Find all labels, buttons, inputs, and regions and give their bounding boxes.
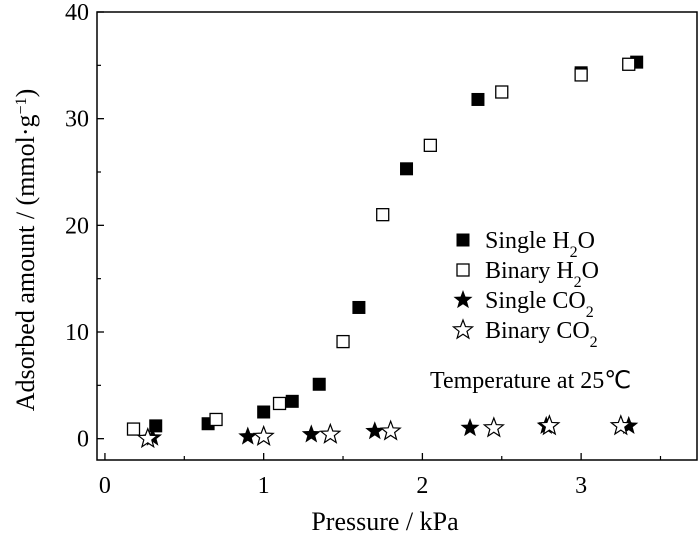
y-tick-label: 40 <box>65 0 89 26</box>
x-tick-label: 1 <box>258 473 270 499</box>
data-point <box>482 416 505 438</box>
data-point <box>609 414 632 436</box>
data-point <box>136 426 159 449</box>
legend-item: Binary CO2 <box>451 318 598 351</box>
x-tick-label: 2 <box>416 473 428 499</box>
data-point <box>238 426 258 445</box>
y-axis-title-close: ) <box>11 89 40 98</box>
data-point <box>149 419 163 433</box>
series-3 <box>136 414 632 449</box>
y-axis-title-sup: −1 <box>13 97 30 114</box>
series-1 <box>126 57 636 436</box>
legend-item: Single CO2 <box>453 288 594 321</box>
data-point <box>301 424 321 443</box>
data-point <box>126 422 141 436</box>
legend-item: Single H2O <box>456 228 595 261</box>
data-point <box>471 92 485 106</box>
data-point <box>460 418 480 437</box>
data-point <box>379 419 402 441</box>
x-axis-title: Pressure / kPa <box>311 507 459 536</box>
data-point <box>622 57 636 71</box>
data-point <box>365 421 385 440</box>
y-tick-label: 0 <box>77 427 89 453</box>
x-tick-label: 3 <box>575 473 587 499</box>
data-point <box>285 394 299 408</box>
data-point <box>257 405 271 419</box>
plot-frame <box>96 11 698 461</box>
legend-marker <box>451 318 475 340</box>
data-point <box>272 396 287 411</box>
legend-label: Binary H2O <box>485 258 599 291</box>
x-tick-label: 0 <box>99 473 111 499</box>
data-point <box>312 377 326 391</box>
data-point <box>209 412 223 427</box>
data-point <box>574 68 588 82</box>
data-point <box>619 415 639 434</box>
legend-label: Binary CO2 <box>485 318 598 351</box>
data-point <box>336 334 350 349</box>
data-points <box>126 55 644 449</box>
legend-label: Single H2O <box>485 228 595 261</box>
data-point <box>376 208 390 222</box>
data-point <box>319 422 342 444</box>
data-point <box>400 162 414 176</box>
data-point <box>538 414 561 436</box>
legend-marker <box>453 290 473 309</box>
annotation-text: Temperature at 25℃ <box>430 368 631 394</box>
data-point <box>495 85 509 99</box>
legend-marker <box>456 263 470 277</box>
y-tick-label: 10 <box>65 320 89 346</box>
legend-item: Binary H2O <box>456 258 599 291</box>
legend-marker <box>456 233 470 247</box>
y-tick-label: 30 <box>65 107 89 133</box>
legend-label: Single CO2 <box>485 288 594 321</box>
data-point <box>423 138 437 152</box>
data-point <box>352 300 366 314</box>
y-axis-title: Adsorbed amount / (mmol·g−1) <box>11 89 40 412</box>
data-point <box>252 424 275 447</box>
y-tick-label: 20 <box>65 213 89 239</box>
y-axis-title-text: Adsorbed amount / (mmol·g <box>11 114 40 411</box>
